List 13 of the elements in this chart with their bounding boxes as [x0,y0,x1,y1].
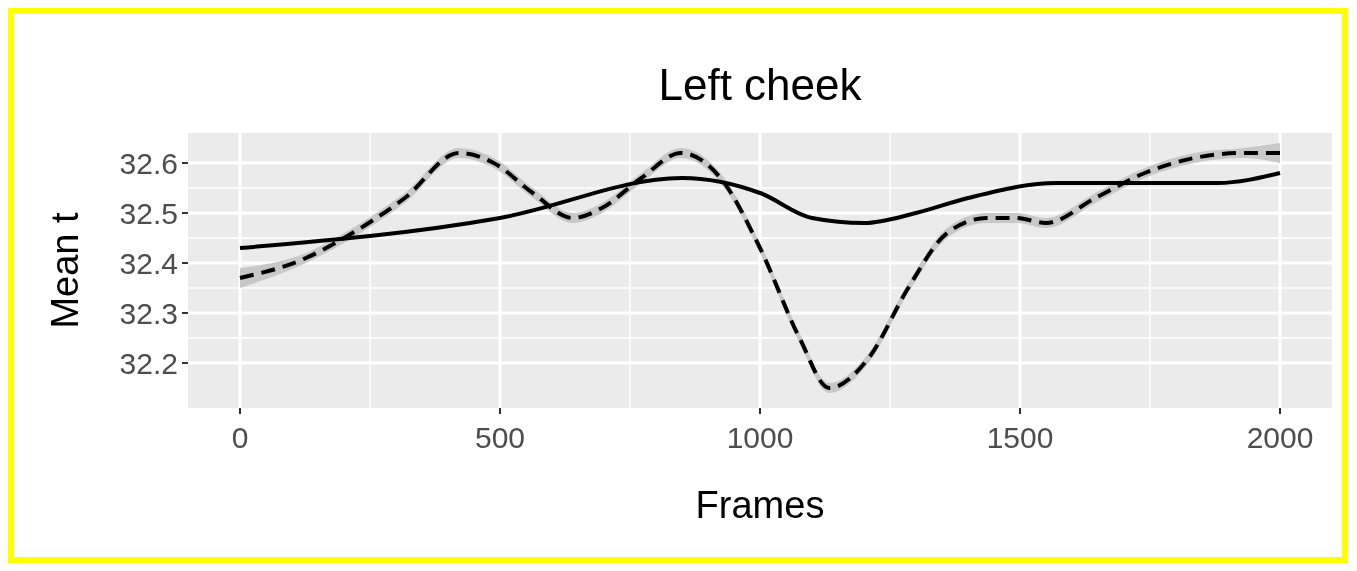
x-axis-title: Frames [695,484,825,526]
y-tick-label: 32.5 [119,196,178,230]
y-tick-label: 32.6 [119,146,178,180]
x-tick-label: 500 [474,421,526,454]
x-tick-label: 2000 [1246,421,1314,454]
y-axis-title: Mean t [44,211,86,329]
y-tick-label: 32.3 [119,296,178,330]
x-tick-label: 0 [231,421,249,454]
x-tick-label: 1000 [726,421,794,454]
x-tick-label: 1500 [986,421,1054,454]
y-tick-label: 32.2 [119,346,178,380]
y-tick-label: 32.4 [119,246,178,280]
chart-title: Left cheek [658,60,863,109]
